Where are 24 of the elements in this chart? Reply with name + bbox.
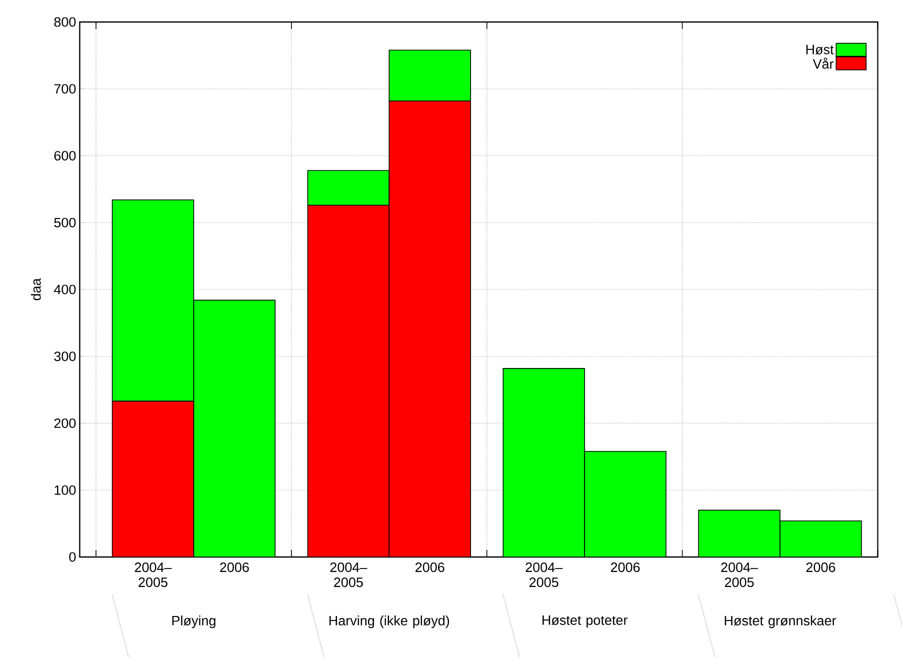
y-tick-label: 800: [54, 17, 76, 27]
x-tick-label: 2006: [806, 562, 836, 572]
y-tick-label: 100: [54, 485, 76, 495]
legend-label: Vår: [812, 58, 834, 69]
y-tick-label: 600: [54, 150, 76, 161]
legend-label: Høst: [806, 44, 834, 54]
x-tick-label: 2006: [220, 562, 249, 572]
x-tick-label: 2004–2005: [134, 562, 172, 588]
y-axis-title: daa: [30, 278, 41, 300]
x-tick-label: 2004–2005: [330, 562, 368, 588]
y-tick-label: 400: [54, 284, 76, 294]
text: Pløying: [172, 616, 216, 628]
y-tick-label: 300: [54, 352, 76, 362]
x-tick-label: 2006: [610, 562, 640, 572]
y-tick-label: 500: [54, 218, 76, 228]
text: Harving (ikke pløyd): [329, 616, 450, 628]
y-tick-label: 200: [54, 418, 76, 428]
text: Høstet grønnskaer: [724, 616, 836, 628]
x-tick-label: 2004–2005: [526, 562, 563, 588]
text: Høstet poteter: [542, 616, 628, 628]
x-tick-label: 2006: [416, 562, 444, 572]
y-tick-label: 700: [54, 84, 76, 94]
y-tick-label: 0: [69, 552, 76, 562]
x-tick-label: 2004–2005: [721, 562, 758, 588]
